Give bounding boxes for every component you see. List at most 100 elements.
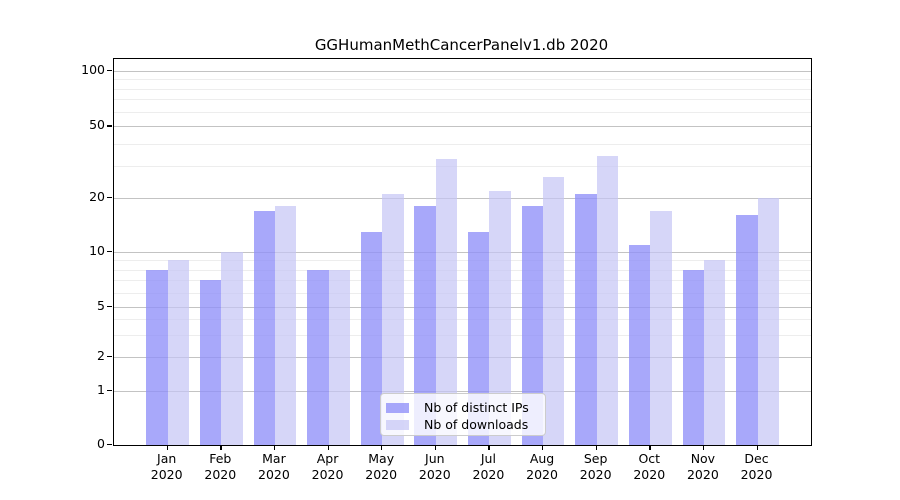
ytick-mark-0 <box>107 444 112 446</box>
month-name: Jan <box>157 451 177 466</box>
ytick-mark-5 <box>107 306 112 308</box>
bar-oct-downloads <box>650 210 672 445</box>
month-name: Mar <box>262 451 286 466</box>
gridline-major-100 <box>114 71 811 72</box>
legend-item-downloads: Nb of downloads <box>386 416 537 433</box>
xtick-label-aug: Aug 2020 <box>507 451 577 482</box>
plot-area <box>113 58 812 446</box>
legend-swatch-distinct-ips-icon <box>386 402 409 413</box>
legend-label-downloads: Nb of downloads <box>424 416 529 432</box>
gridline-minor-6 <box>114 292 811 294</box>
month-name: Oct <box>638 451 661 466</box>
legend: Nb of distinct IPs Nb of downloads <box>380 393 546 436</box>
bar-dec-downloads <box>757 198 779 445</box>
gridline-major-20 <box>114 198 811 199</box>
ytick-label-1: 1 <box>97 382 105 397</box>
bar-jan-downloads <box>167 260 190 445</box>
xtick-mark-jan <box>166 445 168 450</box>
bar-mar-downloads <box>274 206 297 445</box>
xtick-mark-oct <box>649 445 651 450</box>
gridline-minor-4 <box>114 319 811 321</box>
bar-mar-distinct-ips <box>253 210 275 445</box>
xtick-mark-apr <box>327 445 329 450</box>
gridline-minor-9 <box>114 260 811 262</box>
gridline-minor-8 <box>114 269 811 271</box>
xtick-label-dec: Dec 2020 <box>722 451 792 482</box>
xtick-mark-nov <box>702 445 705 450</box>
gridline-major-1 <box>114 391 811 392</box>
gridline-major-50 <box>114 126 811 128</box>
xtick-label-apr: Apr 2020 <box>293 451 363 482</box>
month-year: 2020 <box>526 466 558 482</box>
xtick-label-nov: Nov 2020 <box>668 451 738 482</box>
legend-item-distinct-ips: Nb of distinct IPs <box>386 399 537 416</box>
month-name: May <box>368 451 395 466</box>
ytick-mark-20 <box>107 197 112 199</box>
month-year: 2020 <box>150 466 183 482</box>
bar-jul-downloads <box>489 190 511 445</box>
ytick-label-20: 20 <box>89 189 105 204</box>
gridline-minor-7 <box>114 280 811 282</box>
bar-may-distinct-ips <box>360 231 383 445</box>
xtick-label-sep: Sep 2020 <box>561 451 631 482</box>
ytick-label-5: 5 <box>97 298 105 313</box>
gridline-minor-80 <box>114 88 811 90</box>
ytick-label-100: 100 <box>81 62 105 77</box>
ytick-label-10: 10 <box>89 243 105 258</box>
ytick-mark-1 <box>107 390 112 392</box>
xtick-label-feb: Feb 2020 <box>185 451 255 482</box>
xtick-mark-sep <box>595 445 597 450</box>
bar-apr-distinct-ips <box>307 269 329 445</box>
month-name: Jun <box>425 451 445 466</box>
gridline-major-5 <box>114 307 811 308</box>
month-name: Dec <box>744 451 769 466</box>
legend-swatch-downloads-icon <box>386 419 409 430</box>
bar-jun-distinct-ips <box>414 206 436 445</box>
bar-jan-distinct-ips <box>146 269 168 445</box>
bar-aug-distinct-ips <box>521 206 544 445</box>
month-year: 2020 <box>686 466 719 482</box>
month-year: 2020 <box>311 466 344 482</box>
gridline-minor-3 <box>114 334 811 336</box>
month-year: 2020 <box>418 466 451 482</box>
month-year: 2020 <box>472 466 505 482</box>
ytick-label-0: 0 <box>97 436 105 451</box>
xtick-mark-mar <box>273 445 276 450</box>
bar-oct-distinct-ips <box>628 244 651 445</box>
xtick-label-jul: Jul 2020 <box>453 451 523 482</box>
gridline-major-2 <box>114 356 811 358</box>
bar-may-downloads <box>382 194 404 445</box>
xtick-mark-jul <box>488 445 490 450</box>
ytick-mark-50 <box>107 125 112 127</box>
xtick-label-jan: Jan 2020 <box>132 451 202 482</box>
bar-feb-distinct-ips <box>199 280 222 445</box>
gridline-minor-60 <box>114 111 811 113</box>
month-year: 2020 <box>579 466 612 482</box>
gridline-minor-90 <box>114 79 811 81</box>
month-year: 2020 <box>633 466 666 482</box>
bar-nov-downloads <box>703 260 726 445</box>
legend-label-distinct-ips: Nb of distinct IPs <box>424 399 529 415</box>
bar-nov-distinct-ips <box>682 269 704 445</box>
xtick-label-oct: Oct 2020 <box>614 451 684 482</box>
month-name: Nov <box>690 451 716 466</box>
ytick-mark-10 <box>107 251 112 253</box>
xtick-mark-may <box>381 445 383 450</box>
xtick-mark-feb <box>220 445 222 450</box>
ytick-mark-2 <box>107 355 112 357</box>
month-year: 2020 <box>740 466 773 482</box>
gridline-minor-70 <box>114 99 811 101</box>
bar-aug-downloads <box>543 177 565 445</box>
chart-title: GGHumanMethCancerPanelv1.db 2020 <box>314 36 609 54</box>
bar-jul-distinct-ips <box>468 231 490 445</box>
month-name: Feb <box>209 451 232 466</box>
bar-sep-downloads <box>596 156 619 445</box>
ytick-label-2: 2 <box>97 347 105 363</box>
gridline-minor-30 <box>114 166 811 168</box>
xtick-mark-dec <box>756 445 758 450</box>
gridline-major-10 <box>114 252 811 253</box>
month-name: Aug <box>529 451 555 466</box>
month-name: Apr <box>316 451 339 466</box>
bar-dec-distinct-ips <box>736 215 758 445</box>
